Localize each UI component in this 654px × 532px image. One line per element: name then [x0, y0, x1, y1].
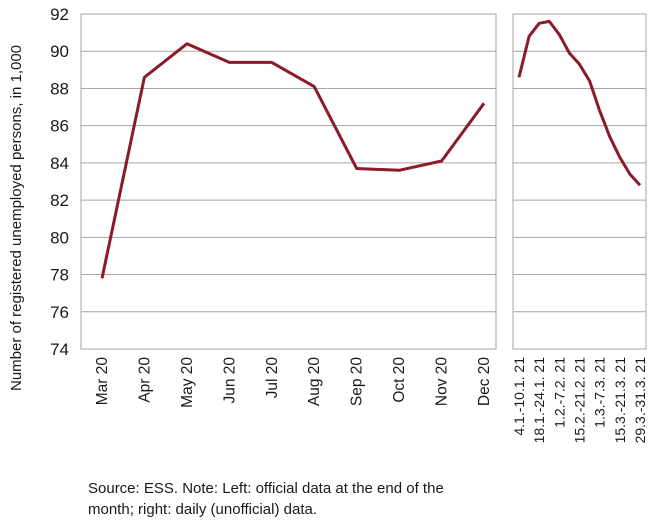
unemployment-chart: 74 76 78 80 82 84 86 88 90 92 Mar 20 Apr 20 May 20 Ju…	[8, 5, 648, 444]
x-tick-label: Sep 20	[349, 357, 366, 407]
y-tick-label: 80	[50, 228, 69, 247]
y-tick-label: 78	[50, 266, 69, 285]
x-tick-label: 1.3.-7.3. 21	[592, 357, 608, 428]
y-tick-label: 84	[50, 154, 69, 173]
left-panel: 74 76 78 80 82 84 86 88 90 92 Mar 20 Apr 20 May 20 Ju…	[50, 5, 497, 408]
x-tick-label: Dec 20	[476, 357, 493, 406]
plot-frame	[80, 13, 497, 350]
x-tick-label: May 20	[179, 357, 196, 408]
y-tick-label: 88	[50, 79, 69, 98]
x-tick-label: 15.3.-21.3. 21	[612, 357, 628, 444]
daily-series-line	[517, 19, 642, 187]
x-tick-label: Jul 20	[264, 357, 281, 399]
source-note: Source: ESS. Note: Left: official data a…	[88, 480, 444, 518]
right-panel: 4.1.-10.1. 21 18.1.-24.1. 21 1.2.-7.2. 21 1…	[511, 13, 648, 444]
plot-frame	[512, 13, 647, 350]
x-tick-label: Apr 20	[136, 357, 153, 403]
x-tick-label: 29.3.-31.3. 21	[632, 357, 648, 444]
y-tick-label: 74	[50, 340, 69, 359]
y-axis-label: Number of registered unemployed persons,…	[8, 45, 25, 391]
y-tick-label: 92	[50, 5, 69, 24]
x-tick-label: 18.1.-24.1. 21	[531, 357, 547, 444]
x-tick-label: 1.2.-7.2. 21	[551, 357, 567, 428]
x-tick-label: Mar 20	[94, 357, 111, 406]
y-tick-label: 86	[50, 117, 69, 136]
x-tick-label: Jun 20	[221, 357, 238, 404]
y-tick-label: 76	[50, 303, 69, 322]
y-tick-label: 90	[50, 42, 69, 61]
x-tick-label: Nov 20	[434, 357, 451, 406]
y-tick-label: 82	[50, 191, 69, 210]
x-tick-label: 4.1.-10.1. 21	[511, 357, 527, 436]
x-tick-label: Aug 20	[306, 357, 323, 407]
monthly-series-line	[100, 42, 486, 279]
x-tick-label: 15.2.-21.2. 21	[572, 357, 588, 444]
x-tick-label: Oct 20	[391, 357, 408, 403]
